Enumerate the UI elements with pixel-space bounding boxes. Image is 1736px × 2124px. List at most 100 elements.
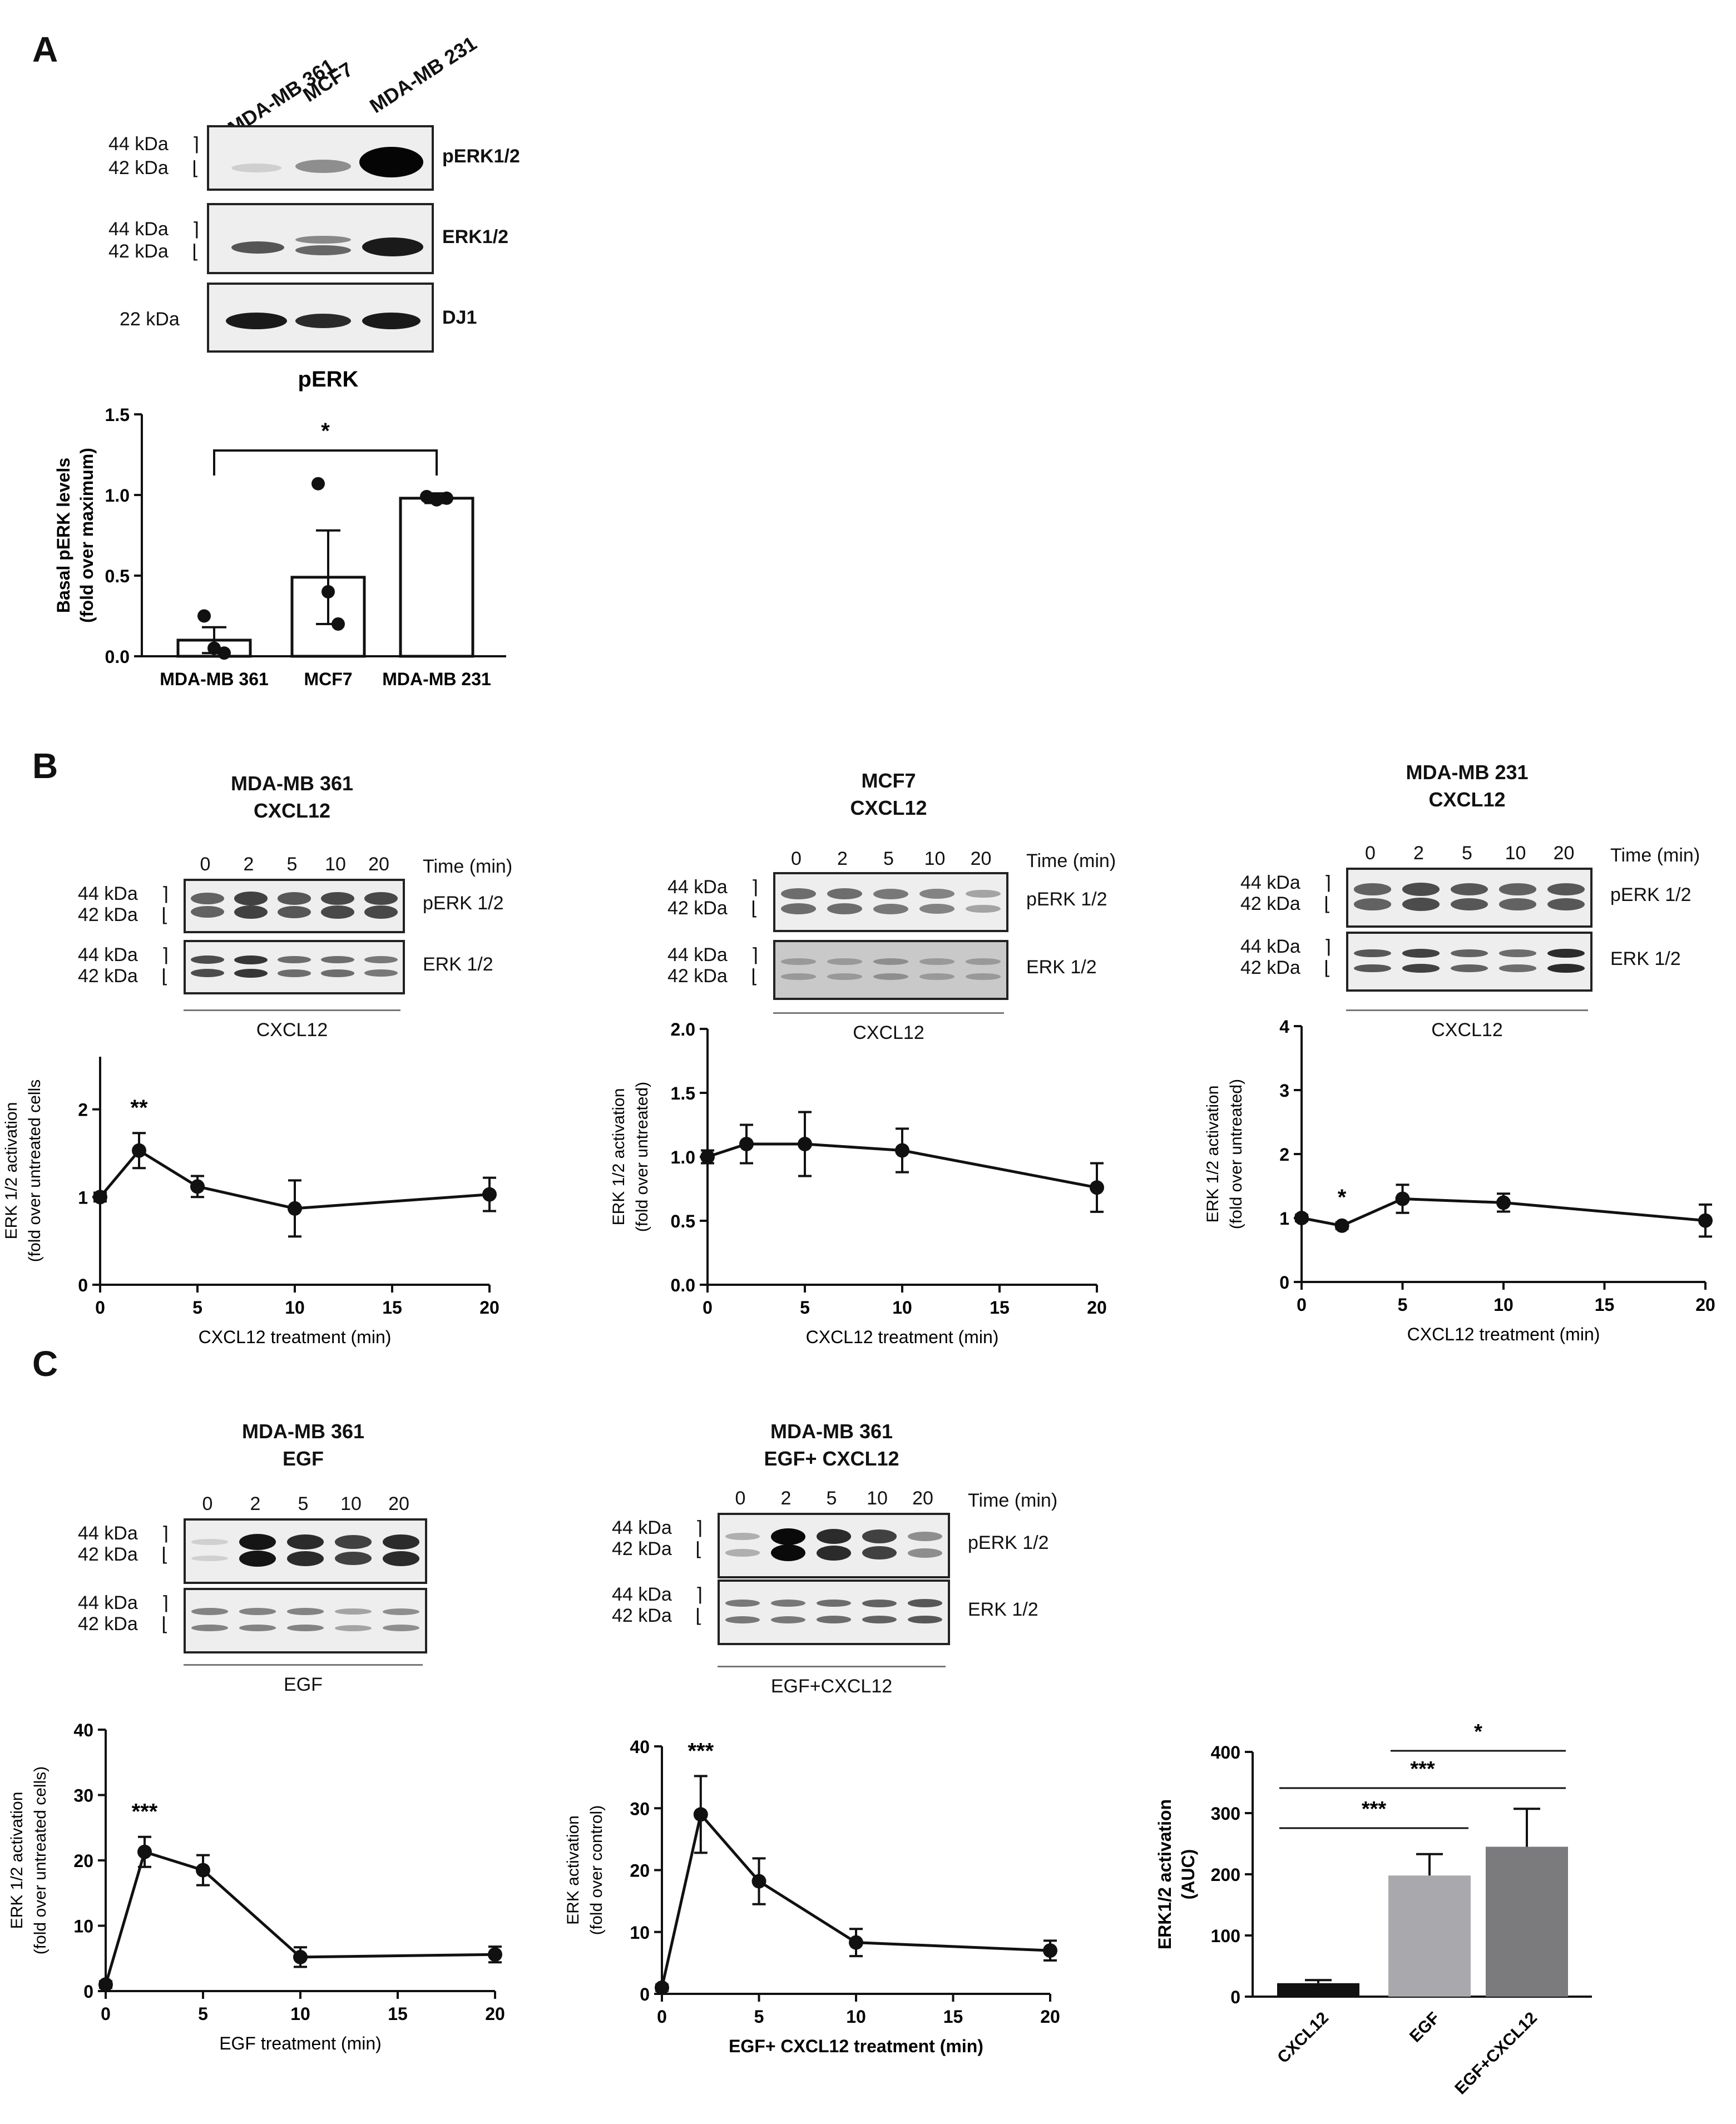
y-tick-label: 2 — [78, 1100, 88, 1120]
bracket-icon: ⌊ — [192, 241, 200, 263]
blot-band — [862, 1546, 897, 1560]
blot-title: MDA-MB 231 CXCL12 — [1406, 761, 1529, 811]
kda-label: 42 kDa — [612, 1605, 672, 1626]
blot-band — [1547, 948, 1585, 958]
y-tick-label: 0.5 — [105, 566, 130, 586]
x-tick-label: 20 — [1087, 1298, 1107, 1318]
blot-band — [239, 1624, 276, 1632]
blot-strip — [773, 940, 1008, 1000]
x-tick-label: 15 — [388, 2004, 408, 2024]
blot-band — [191, 969, 224, 978]
significance-label: * — [1474, 1720, 1482, 1744]
y-axis-label: (fold over maximum) — [77, 448, 97, 623]
y-axis-label: ERK activation — [564, 1815, 582, 1925]
data-point — [322, 585, 335, 598]
kda-label: 44 kDa — [612, 1584, 672, 1605]
data-point — [311, 477, 325, 491]
kda-label: 42 kDa — [78, 1544, 138, 1565]
lane-label: 0 — [202, 1493, 213, 1514]
blot-band — [780, 903, 817, 915]
data-point — [93, 1190, 107, 1205]
blot-band — [1499, 883, 1536, 895]
lane-label: 10 — [867, 1488, 888, 1509]
lane-label: 20 — [388, 1493, 409, 1514]
x-tick-label: 5 — [192, 1298, 202, 1318]
blot-band — [335, 1608, 372, 1615]
data-point — [693, 1807, 708, 1822]
blot-band — [191, 955, 224, 964]
panel-label-b: B — [32, 746, 58, 786]
lane-label: 2 — [837, 848, 848, 869]
x-tick-label: CXCL12 — [1274, 2009, 1332, 2067]
blot-band — [287, 1608, 324, 1615]
time-label: Time (min) — [1610, 845, 1700, 866]
y-tick-label: 0 — [83, 1982, 93, 2002]
lane-label: 0 — [791, 848, 802, 869]
blot-band — [770, 1600, 806, 1607]
blot-band — [191, 1624, 228, 1632]
lane-label: 2 — [250, 1493, 261, 1514]
blot-band — [239, 1534, 276, 1550]
blot-band — [321, 892, 354, 905]
significance-bracket — [213, 449, 438, 476]
blot-band — [873, 903, 909, 914]
bracket-icon: ⌊ — [161, 966, 169, 987]
lane-label: 10 — [340, 1493, 362, 1514]
kda-label: 22 kDa — [120, 309, 180, 330]
x-axis-label: CXCL12 treatment (min) — [1407, 1324, 1600, 1344]
data-point — [420, 489, 433, 503]
blot-band — [234, 892, 268, 905]
blot-band — [239, 1608, 276, 1615]
blot-band — [780, 958, 817, 965]
blot-strip — [718, 1580, 950, 1645]
blot-band — [1451, 964, 1488, 972]
data-point — [196, 1863, 210, 1878]
underline-bar — [1346, 1009, 1588, 1011]
x-tick-label: 0 — [657, 2007, 667, 2027]
blot-band — [1451, 883, 1488, 896]
x-tick-label: 15 — [1595, 1295, 1615, 1315]
data-point — [488, 1947, 502, 1962]
blot-band — [335, 1625, 372, 1631]
blot-band — [383, 1534, 419, 1549]
data-point — [700, 1150, 715, 1164]
y-axis-label: ERK 1/2 activation — [1204, 1086, 1222, 1223]
data-point — [798, 1137, 812, 1151]
y-tick-label: 0 — [640, 1984, 650, 2004]
blot-band — [816, 1616, 852, 1623]
blot-band — [827, 973, 863, 980]
y-tick-label: 30 — [73, 1786, 93, 1806]
data-point — [430, 493, 443, 507]
x-tick-label: 0 — [101, 2004, 111, 2024]
y-axis-label: (fold over untreated) — [1227, 1079, 1245, 1229]
kda-label: 44 kDa — [612, 1517, 672, 1538]
blot-band — [907, 1548, 943, 1558]
bracket-icon: ⌉ — [161, 1593, 169, 1614]
significance-label: *** — [132, 1800, 158, 1824]
bar — [1277, 1983, 1359, 1997]
time-label: Time (min) — [968, 1490, 1058, 1511]
bracket-icon: ⌉ — [161, 1523, 169, 1544]
blot-band — [1547, 963, 1585, 973]
x-tick-label: 10 — [892, 1298, 912, 1318]
x-tick-label: MDA-MB 231 — [382, 669, 491, 689]
blot-band — [862, 1616, 897, 1624]
kda-label: 42 kDa — [612, 1538, 672, 1559]
lane-label: 5 — [298, 1493, 309, 1514]
blot-band — [1547, 883, 1585, 896]
data-point — [1395, 1191, 1410, 1206]
blot-band — [1402, 949, 1440, 958]
lane-label: 0 — [735, 1488, 746, 1509]
blot-band — [335, 1551, 372, 1566]
lane-label: 2 — [1413, 843, 1424, 864]
y-tick-label: 100 — [1211, 1926, 1240, 1946]
blot-band — [816, 1599, 852, 1607]
blot-band — [364, 905, 398, 919]
bracket-icon: ⌉ — [1324, 873, 1332, 894]
lane-label: 5 — [883, 848, 894, 869]
row-label: DJ1 — [442, 307, 477, 328]
lane-label: 10 — [924, 848, 946, 869]
kda-label: 44 kDa — [667, 877, 728, 898]
y-axis-label: (AUC) — [1178, 1849, 1198, 1900]
blot-band — [907, 1599, 943, 1607]
